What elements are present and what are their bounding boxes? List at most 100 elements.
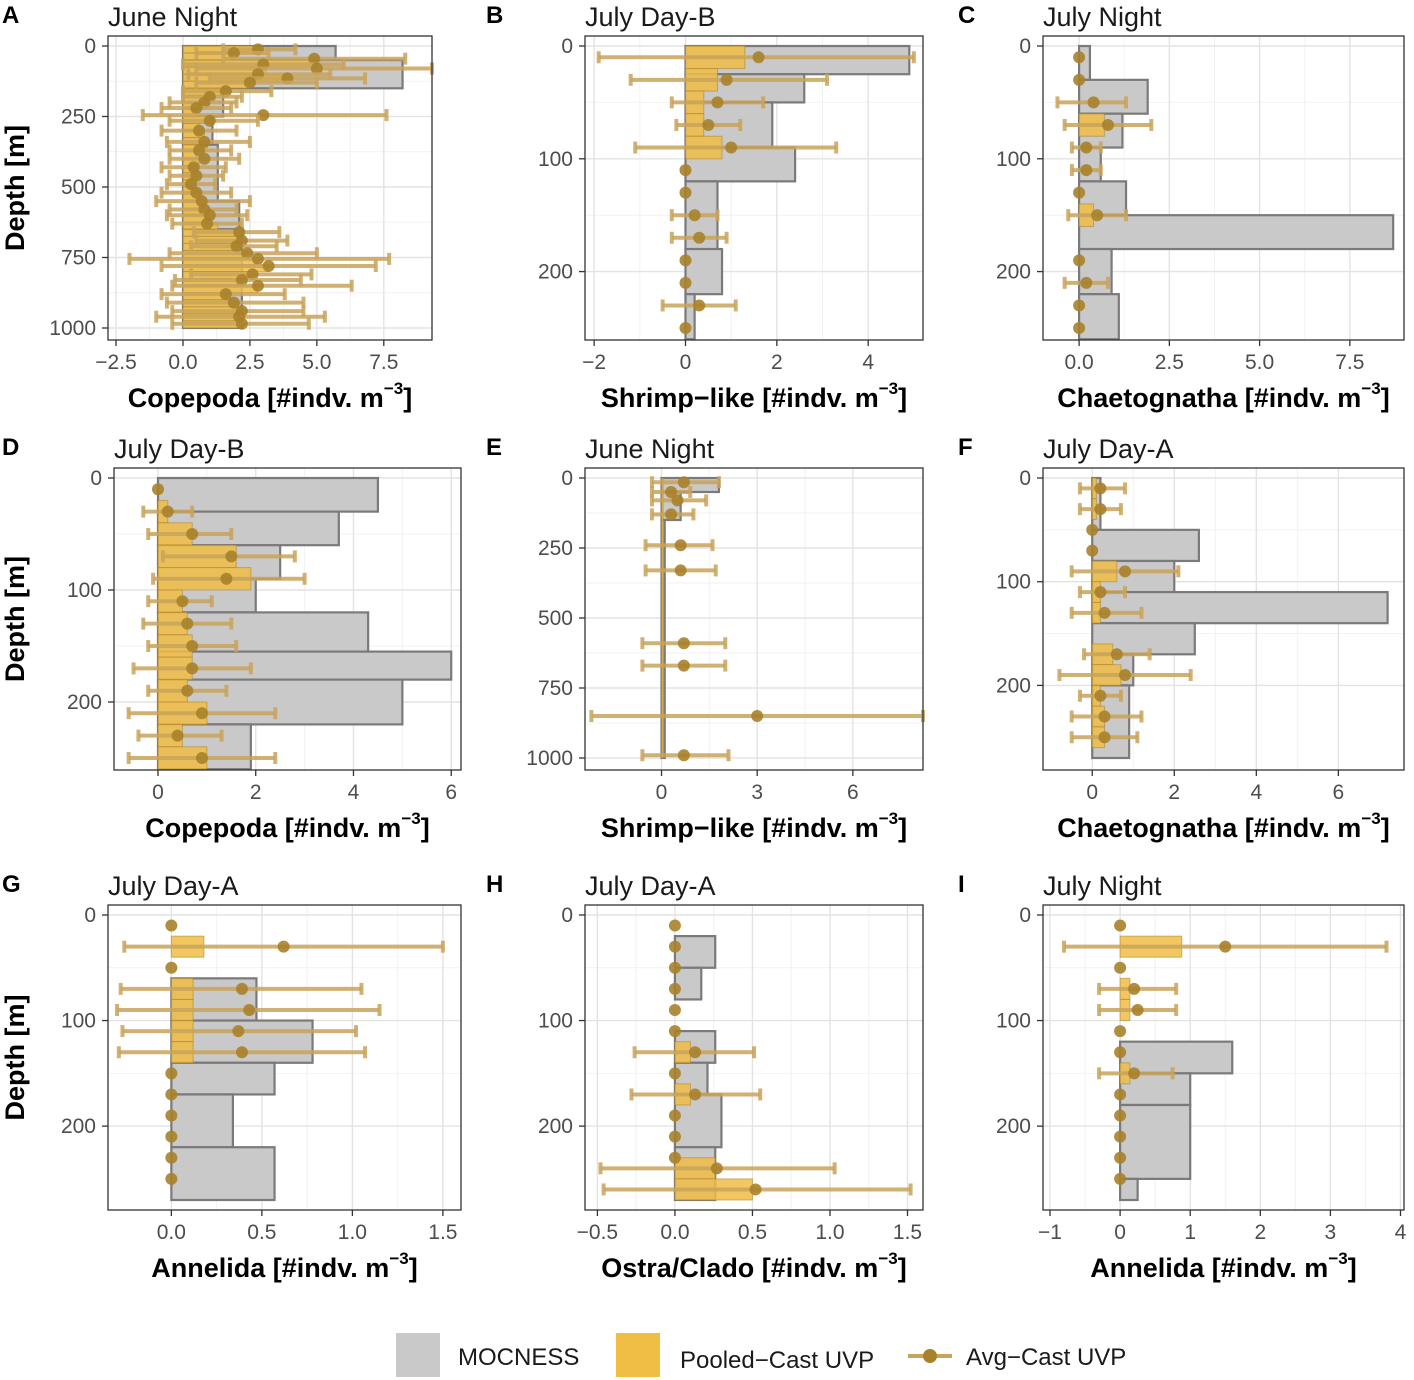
avg-uvp-point xyxy=(689,1088,702,1101)
y-tick-label: 1000 xyxy=(526,747,573,770)
mocness-bar xyxy=(684,293,696,341)
avg-uvp-point xyxy=(195,752,208,764)
avg-uvp-point xyxy=(171,729,184,742)
panel-title: June Night xyxy=(585,434,715,464)
avg-uvp-point xyxy=(1073,322,1086,334)
x-axis-title-main: Chaetognatha [#indv. m xyxy=(1057,383,1361,413)
panel-letter: E xyxy=(486,434,502,461)
x-tick-label: 1.5 xyxy=(893,1221,922,1244)
x-tick-label: −1 xyxy=(1038,1221,1062,1244)
mocness-bar xyxy=(1077,293,1120,341)
avg-uvp-point xyxy=(677,476,690,489)
avg-uvp-point xyxy=(165,1067,178,1080)
avg-uvp-point xyxy=(1131,1004,1144,1016)
avg-uvp-point xyxy=(1114,961,1127,974)
avg-uvp-point xyxy=(711,96,724,109)
avg-uvp-point xyxy=(693,299,706,312)
x-tick-label: 2 xyxy=(1254,1221,1266,1244)
panel-letter: C xyxy=(958,2,975,29)
x-tick-label: 0 xyxy=(656,781,668,804)
panel-d: 0 2 4 6 0 100 200 July Day-B D Copepoda [#indv. m… xyxy=(0,434,462,843)
x-tick-label: 0 xyxy=(1114,1221,1126,1244)
x-tick-label: 6 xyxy=(847,781,859,804)
avg-uvp-point xyxy=(1114,1046,1127,1059)
avg-uvp-point xyxy=(151,483,164,496)
x-tick-label: 0 xyxy=(680,351,692,374)
x-axis-title-end: ] xyxy=(421,813,430,843)
plot-border xyxy=(1042,35,1405,341)
avg-uvp-point xyxy=(1073,254,1086,267)
y-tick-label: 1000 xyxy=(49,317,96,340)
y-tick-label: 0 xyxy=(561,904,573,927)
avg-uvp-point xyxy=(1086,544,1099,557)
avg-uvp-point xyxy=(668,940,681,953)
panel-letter: H xyxy=(486,871,503,898)
x-tick-label: −0.5 xyxy=(577,1221,618,1244)
x-axis-title: Chaetognatha [#indv. m−3] xyxy=(1057,379,1389,413)
panel-title: July Day-B xyxy=(114,434,245,464)
x-tick-label: 0.0 xyxy=(660,1221,689,1244)
avg-uvp-point xyxy=(308,52,321,65)
y-tick-label: 0 xyxy=(561,467,573,490)
avg-uvp-point xyxy=(1094,689,1107,702)
avg-uvp-point xyxy=(230,240,243,253)
avg-uvp-point xyxy=(679,322,692,334)
avg-uvp-point xyxy=(186,640,199,652)
x-tick-label: 6 xyxy=(1333,781,1345,804)
avg-uvp-point xyxy=(665,508,678,521)
avg-uvp-point xyxy=(165,1109,178,1122)
avg-uvp-point xyxy=(165,919,178,932)
y-tick-label: 200 xyxy=(996,1115,1031,1138)
avg-uvp-point xyxy=(1098,710,1111,723)
avg-uvp-point xyxy=(668,1004,681,1016)
plot-border xyxy=(113,467,462,771)
avg-uvp-point xyxy=(1091,209,1104,222)
avg-uvp-point xyxy=(310,62,323,75)
y-tick-label: 750 xyxy=(538,677,573,700)
x-tick-label: 6 xyxy=(445,781,457,804)
avg-uvp-point xyxy=(1094,586,1107,599)
x-axis-title-main: Annelida [#indv. m xyxy=(151,1253,389,1283)
mocness-bar xyxy=(1077,146,1102,183)
avg-uvp-point xyxy=(1219,940,1232,953)
x-tick-label: 5.0 xyxy=(302,351,331,374)
mocness-bar xyxy=(1077,78,1149,115)
x-tick-label: 4 xyxy=(862,351,874,374)
avg-uvp-point xyxy=(241,247,254,260)
avg-uvp-point xyxy=(201,217,214,230)
avg-uvp-point xyxy=(668,1151,681,1164)
avg-uvp-point xyxy=(235,317,248,330)
mocness-bar xyxy=(673,935,717,969)
x-axis-title-main: Copepoda [#indv. m xyxy=(128,383,384,413)
panel-letter: B xyxy=(486,2,503,29)
panel-i: −1 0 1 2 3 4 0 100 200 July Night I Annelida [#indv… xyxy=(958,871,1407,1283)
x-axis-title-end: ] xyxy=(1381,383,1390,413)
y-tick-label: 100 xyxy=(61,1010,96,1033)
avg-uvp-point xyxy=(181,684,194,697)
x-axis-title-main: Ostra/Clado [#indv. m xyxy=(601,1253,878,1283)
avg-uvp-point xyxy=(1073,73,1086,86)
x-axis-title-sup: −3 xyxy=(879,809,898,828)
avg-uvp-point xyxy=(1114,1130,1127,1143)
mocness-bar xyxy=(1119,1103,1192,1180)
avg-uvp-point xyxy=(219,85,232,98)
avg-uvp-point xyxy=(243,1004,256,1016)
y-tick-label: 0 xyxy=(1019,467,1031,490)
y-tick-label: 0 xyxy=(90,467,102,490)
avg-uvp-point xyxy=(1087,96,1100,109)
avg-uvp-point xyxy=(1119,669,1132,682)
panel-title: July Night xyxy=(1043,2,1162,32)
avg-uvp-point xyxy=(227,296,240,309)
y-tick-label: 100 xyxy=(67,579,102,602)
avg-uvp-point xyxy=(262,259,275,272)
avg-uvp-point xyxy=(219,288,232,301)
x-tick-label: 5.0 xyxy=(1245,351,1274,374)
mocness-bar xyxy=(1077,214,1395,251)
x-axis-title-main: Shrimp−like [#indv. m xyxy=(601,813,879,843)
panel-title: July Day-A xyxy=(585,871,716,901)
avg-uvp-point xyxy=(1098,606,1111,619)
avg-uvp-point xyxy=(1094,503,1107,516)
x-tick-label: 7.5 xyxy=(1335,351,1364,374)
avg-uvp-point xyxy=(161,505,174,518)
avg-uvp-point xyxy=(710,1162,723,1175)
